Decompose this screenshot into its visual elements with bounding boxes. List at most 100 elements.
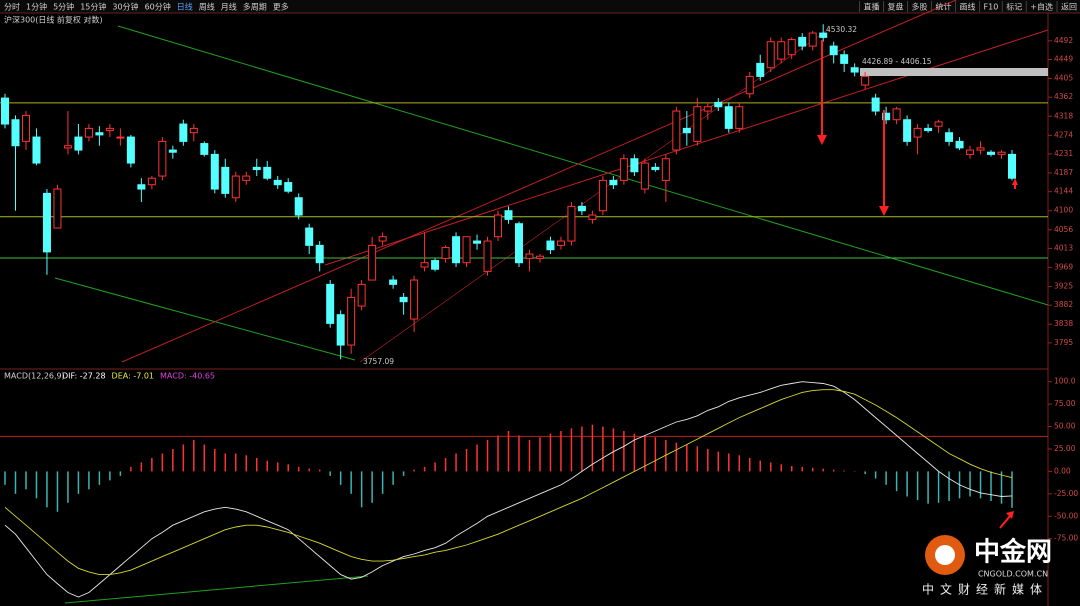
y-tick-label: 4318 [1054,111,1073,120]
period-tab[interactable]: 分时 [4,2,20,12]
y-tick-label: 3838 [1054,319,1073,328]
candle-body [189,127,198,134]
candle-body [1,97,9,125]
period-tab[interactable]: 更多 [273,2,289,12]
y-tick-label: -75.00 [1054,534,1078,543]
period-tab[interactable]: 1分钟 [26,2,47,12]
candle-body [819,32,828,38]
period-tab[interactable]: 多周期 [243,2,267,12]
candle-body [494,214,503,238]
action-button[interactable]: 画线 [960,2,976,12]
action-button[interactable]: F10 [984,3,999,12]
y-tick-label: 3969 [1054,262,1073,271]
candle-body [556,240,565,246]
low-label: 3757.09 [363,357,394,366]
candle-body [231,175,240,199]
candle-body [284,182,293,192]
candle-body [378,236,387,242]
candle-body [420,262,429,268]
trendline [117,25,1049,306]
candle-body [945,132,954,142]
y-tick-label: 4144 [1054,187,1073,196]
candle-body [168,149,177,153]
candle-body [53,188,62,229]
range-box [860,68,1048,76]
legend-entry: MACD: -40.65 [160,372,215,381]
candle-body [221,166,230,194]
candle-body [871,97,880,112]
y-tick-label: -25.00 [1054,489,1078,498]
period-tab[interactable]: 15分钟 [80,2,106,12]
y-tick-label: 75.00 [1054,399,1076,408]
action-button[interactable]: 复盘 [888,2,904,12]
candle-body [913,127,922,138]
candle-body [263,166,272,179]
candle-body [777,41,786,60]
legend-entry: DEA: -7.01 [112,372,154,381]
action-button[interactable]: +自选 [1030,2,1053,12]
logo-inner [935,545,955,565]
y-tick-label: 4056 [1054,225,1073,234]
y-tick-label: 3925 [1054,282,1073,291]
candle-body [452,236,461,264]
period-tab[interactable]: 30分钟 [112,2,138,12]
candle-body [588,214,597,220]
candle-body [74,136,83,151]
candle-body [242,175,251,181]
candle-body [483,240,492,272]
candle-body [735,106,744,129]
candle-body [294,197,303,216]
high-label: 4530.32 [826,25,857,34]
trendline [54,277,356,361]
period-tab[interactable]: 5分钟 [53,2,74,12]
y-tick-label: 0.00 [1054,466,1071,475]
y-tick-label: 3882 [1054,300,1073,309]
period-tab[interactable]: 周线 [199,2,215,12]
action-button[interactable]: 多股 [912,2,928,12]
candle-body [514,223,523,264]
range-label: 4426.89 - 4406.15 [862,57,932,66]
candle-body [11,119,20,147]
action-button[interactable]: 直播 [864,2,880,12]
candle-body [252,166,261,171]
candle-body [389,279,398,285]
y-tick-label: 3795 [1054,338,1073,347]
candle-body [619,158,628,181]
candle-body [42,192,51,253]
y-tick-label: 4231 [1054,149,1073,158]
candle-body [966,149,975,155]
candle-body [882,112,891,121]
y-tick-label: 4187 [1054,168,1073,177]
period-tab[interactable]: 日线 [177,2,193,12]
candle-body [987,151,996,155]
candle-body [892,108,901,121]
candle-body [997,151,1006,155]
candle-body [714,101,723,108]
candle-body [105,127,114,132]
y-tick-label: 4100 [1054,206,1073,215]
candle-body [368,244,377,281]
action-button[interactable]: 标记 [1006,2,1022,12]
indicator-line [4,389,1013,576]
action-button[interactable]: 返回 [1061,3,1077,12]
candle-body [546,240,555,251]
action-button[interactable]: 统计 [936,2,952,12]
y-tick-label: 25.00 [1054,444,1076,453]
arrow-head [1012,178,1018,185]
logo-text: 中金网 [974,537,1052,568]
period-tab[interactable]: 月线 [221,2,237,12]
candle-body [63,145,72,149]
trendlines [54,0,1049,604]
y-tick-label: 4449 [1054,54,1073,63]
candle-body [745,75,754,95]
logo-site: CNGOLD.COM.CN [978,570,1048,579]
candle-body [609,179,618,186]
candle-body [441,247,450,259]
period-tab[interactable]: 60分钟 [145,2,171,12]
candle-body [95,132,104,136]
candle-body [473,240,482,244]
candle-body [336,314,345,346]
